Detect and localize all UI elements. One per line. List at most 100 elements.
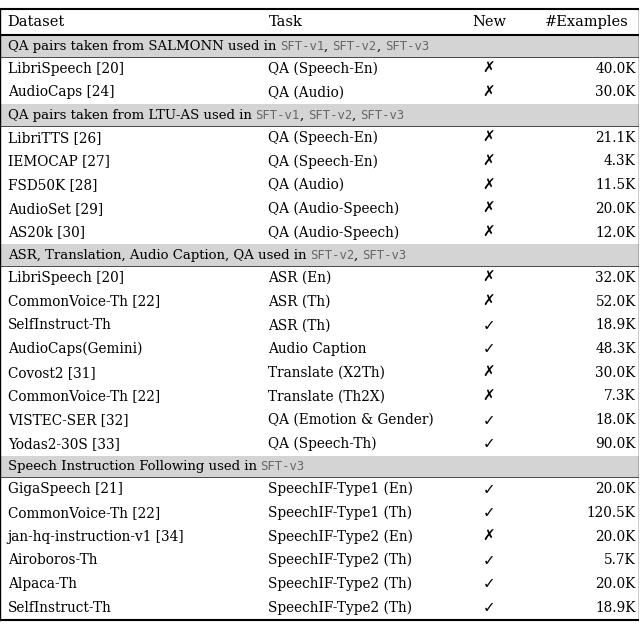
Text: QA pairs taken from LTU-AS used in: QA pairs taken from LTU-AS used in [8,109,256,121]
Text: 120.5K: 120.5K [587,506,636,520]
Bar [0,104,639,126]
Text: 32.0K: 32.0K [595,271,636,285]
Text: ✓: ✓ [483,437,495,452]
Text: ✗: ✗ [483,177,495,192]
Text: ✓: ✓ [483,342,495,357]
Bar [0,35,639,57]
Text: ,: , [324,40,332,53]
Text: 20.0K: 20.0K [595,577,636,591]
Text: ,: , [376,40,385,53]
Text: 20.0K: 20.0K [595,202,636,216]
Text: ✓: ✓ [483,482,495,497]
Text: QA (Speech-En): QA (Speech-En) [268,131,378,145]
Text: LibriSpeech [20]: LibriSpeech [20] [8,271,124,285]
Text: AudioCaps(Gemini): AudioCaps(Gemini) [8,342,142,356]
Text: 30.0K: 30.0K [595,86,636,99]
Text: IEMOCAP [27]: IEMOCAP [27] [8,155,109,169]
Text: SFT-v2: SFT-v2 [308,109,352,121]
Text: AS20k [30]: AS20k [30] [8,226,84,240]
Text: 5.7K: 5.7K [604,554,636,567]
Text: Yodas2-30S [33]: Yodas2-30S [33] [8,437,120,451]
Text: LibriSpeech [20]: LibriSpeech [20] [8,62,124,75]
Text: ASR (Th): ASR (Th) [268,294,331,309]
Text: SpeechIF-Type1 (En): SpeechIF-Type1 (En) [268,482,413,496]
Text: 21.1K: 21.1K [595,131,636,145]
Text: ✗: ✗ [483,85,495,100]
Text: SpeechIF-Type2 (En): SpeechIF-Type2 (En) [268,530,413,543]
Text: 48.3K: 48.3K [595,342,636,356]
Text: SFT-v2: SFT-v2 [332,40,377,53]
Text: ✓: ✓ [483,577,495,591]
Text: Dataset: Dataset [8,15,65,30]
Text: SFT-v2: SFT-v2 [310,248,354,262]
Text: SpeechIF-Type1 (Th): SpeechIF-Type1 (Th) [268,506,413,520]
Text: GigaSpeech [21]: GigaSpeech [21] [8,482,122,496]
Text: SFT-v3: SFT-v3 [260,460,305,473]
Text: Covost2 [31]: Covost2 [31] [8,365,95,380]
Text: ,: , [300,109,308,121]
Text: QA (Speech-En): QA (Speech-En) [268,154,378,169]
Text: ✗: ✗ [483,61,495,76]
Text: SelfInstruct-Th: SelfInstruct-Th [8,601,111,615]
Text: ✓: ✓ [483,318,495,333]
Text: QA pairs taken from SALMONN used in: QA pairs taken from SALMONN used in [8,40,280,53]
Text: New: New [472,15,506,30]
Text: 30.0K: 30.0K [595,365,636,380]
Text: ,: , [354,248,362,262]
Text: 18.9K: 18.9K [595,318,636,332]
Text: Task: Task [268,15,302,30]
Text: 52.0K: 52.0K [595,294,636,309]
Text: SpeechIF-Type2 (Th): SpeechIF-Type2 (Th) [268,577,413,591]
Text: 18.0K: 18.0K [595,413,636,427]
Bar [0,456,639,477]
Text: Translate (Th2X): Translate (Th2X) [268,389,385,403]
Text: SFT-v1: SFT-v1 [280,40,324,53]
Text: QA (Audio-Speech): QA (Audio-Speech) [268,202,399,216]
Text: QA (Audio): QA (Audio) [268,86,344,99]
Text: jan-hq-instruction-v1 [34]: jan-hq-instruction-v1 [34] [8,530,184,543]
Text: SFT-v1: SFT-v1 [255,109,300,121]
Text: ✗: ✗ [483,389,495,404]
Text: CommonVoice-Th [22]: CommonVoice-Th [22] [8,389,160,403]
Text: SFT-v3: SFT-v3 [362,248,407,262]
Text: ✗: ✗ [483,365,495,380]
Bar [0,245,639,266]
Text: VISTEC-SER [32]: VISTEC-SER [32] [8,413,128,427]
Text: ✓: ✓ [483,600,495,615]
Text: Audio Caption: Audio Caption [268,342,367,356]
Text: #Examples: #Examples [545,15,628,30]
Text: Translate (X2Th): Translate (X2Th) [268,365,385,380]
Text: 18.9K: 18.9K [595,601,636,615]
Text: 40.0K: 40.0K [595,62,636,75]
Text: Speech Instruction Following used in: Speech Instruction Following used in [8,460,261,473]
Text: CommonVoice-Th [22]: CommonVoice-Th [22] [8,294,160,309]
Text: ✓: ✓ [483,505,495,520]
Text: SpeechIF-Type2 (Th): SpeechIF-Type2 (Th) [268,553,413,567]
Text: SelfInstruct-Th: SelfInstruct-Th [8,318,111,332]
Text: QA (Speech-En): QA (Speech-En) [268,62,378,76]
Text: SpeechIF-Type2 (Th): SpeechIF-Type2 (Th) [268,601,413,615]
Text: ✗: ✗ [483,529,495,544]
Text: QA (Speech-Th): QA (Speech-Th) [268,437,377,451]
Text: 4.3K: 4.3K [604,155,636,169]
Text: ,: , [352,109,360,121]
Text: ASR (En): ASR (En) [268,271,332,285]
Text: SFT-v3: SFT-v3 [360,109,404,121]
Text: LibriTTS [26]: LibriTTS [26] [8,131,101,145]
Text: ✗: ✗ [483,294,495,309]
Text: ✗: ✗ [483,201,495,216]
Text: ASR, Translation, Audio Caption, QA used in: ASR, Translation, Audio Caption, QA used… [8,248,310,262]
Text: Airoboros-Th: Airoboros-Th [8,554,97,567]
Text: FSD50K [28]: FSD50K [28] [8,178,97,192]
Text: Alpaca-Th: Alpaca-Th [8,577,77,591]
Text: 7.3K: 7.3K [604,389,636,403]
Text: ✗: ✗ [483,154,495,169]
Text: ✗: ✗ [483,270,495,286]
Text: QA (Audio-Speech): QA (Audio-Speech) [268,225,399,240]
Text: QA (Emotion & Gender): QA (Emotion & Gender) [268,413,434,427]
Text: ✗: ✗ [483,225,495,240]
Text: AudioSet [29]: AudioSet [29] [8,202,103,216]
Text: ASR (Th): ASR (Th) [268,318,331,332]
Text: SFT-v3: SFT-v3 [385,40,429,53]
Text: QA (Audio): QA (Audio) [268,178,344,192]
